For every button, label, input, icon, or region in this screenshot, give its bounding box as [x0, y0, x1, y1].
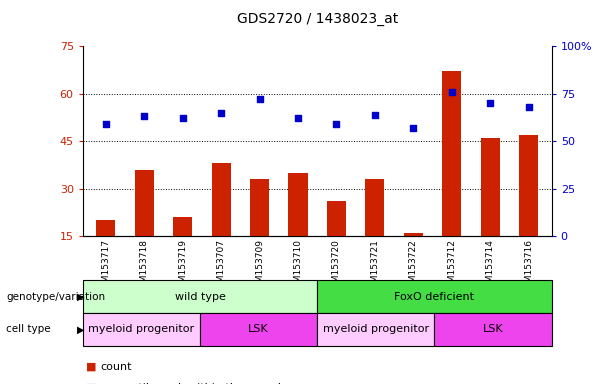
Text: LSK: LSK [248, 324, 269, 334]
Point [485, 100, 495, 106]
Point [524, 104, 533, 110]
Point [293, 115, 303, 121]
Bar [442, 71, 462, 236]
Point [370, 111, 380, 118]
Text: cell type: cell type [6, 324, 51, 334]
Text: myeloid progenitor: myeloid progenitor [88, 324, 194, 334]
Bar [318, 313, 435, 346]
Point [332, 121, 341, 127]
Text: FoxO deficient: FoxO deficient [394, 291, 474, 302]
Text: wild type: wild type [175, 291, 226, 302]
Bar [96, 220, 115, 236]
Bar [135, 170, 154, 236]
Point [447, 89, 457, 95]
Text: percentile rank within the sample: percentile rank within the sample [100, 383, 287, 384]
Bar [83, 313, 200, 346]
Text: myeloid progenitor: myeloid progenitor [323, 324, 429, 334]
Point [254, 96, 264, 103]
Bar [318, 280, 552, 313]
Bar [404, 233, 423, 236]
Bar [288, 173, 308, 236]
Bar [173, 217, 192, 236]
Bar [435, 313, 552, 346]
Point [178, 115, 188, 121]
Text: ▶: ▶ [77, 324, 84, 334]
Text: count: count [100, 362, 131, 372]
Text: genotype/variation: genotype/variation [6, 291, 105, 302]
Bar [365, 179, 384, 236]
Text: ■: ■ [86, 383, 96, 384]
Text: ▶: ▶ [77, 291, 84, 302]
Bar [481, 138, 500, 236]
Point [216, 109, 226, 116]
Bar [327, 201, 346, 236]
Point [101, 121, 111, 127]
Bar [200, 313, 318, 346]
Point [139, 113, 149, 119]
Text: GDS2720 / 1438023_at: GDS2720 / 1438023_at [237, 12, 398, 25]
Text: LSK: LSK [483, 324, 503, 334]
Bar [83, 280, 318, 313]
Bar [250, 179, 269, 236]
Bar [519, 135, 538, 236]
Point [408, 125, 418, 131]
Text: ■: ■ [86, 362, 96, 372]
Bar [211, 163, 230, 236]
